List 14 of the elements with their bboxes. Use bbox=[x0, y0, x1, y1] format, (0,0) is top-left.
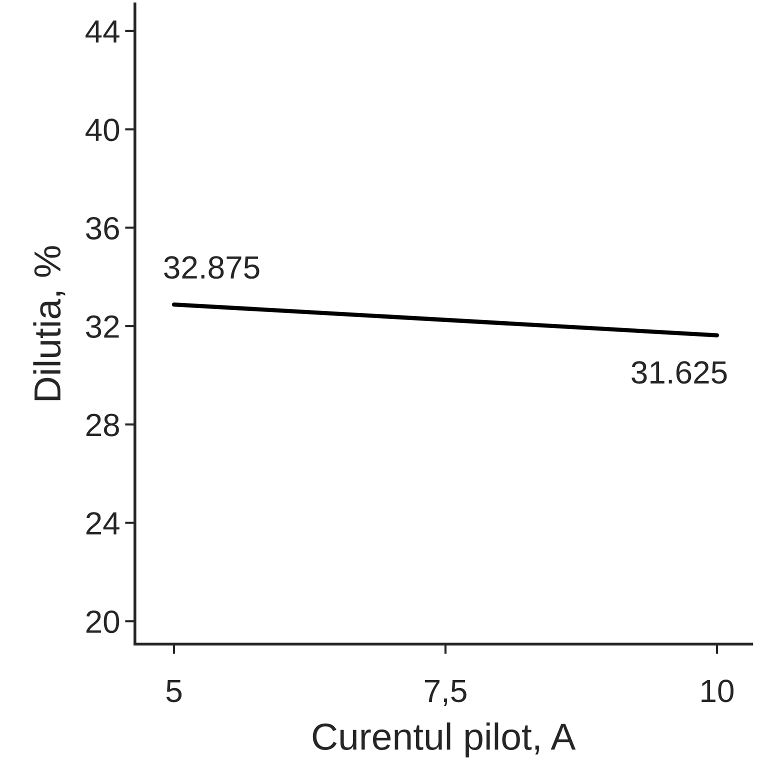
y-tick-label: 36 bbox=[86, 216, 119, 240]
y-tick-label: 24 bbox=[86, 512, 120, 534]
y-tick-label: 20 bbox=[86, 610, 120, 634]
y-tick-label: 28 bbox=[86, 414, 119, 436]
x-tick-label: 5 bbox=[166, 680, 182, 702]
data-label: 32.875 bbox=[164, 256, 260, 279]
y-tick-label: 32 bbox=[86, 315, 119, 338]
x-tick-label: 10 bbox=[702, 680, 734, 702]
data-label: 31.625 bbox=[632, 361, 727, 384]
y-axis-title: Dilutia, % bbox=[33, 246, 66, 400]
x-tick-label: 7,5 bbox=[424, 680, 466, 706]
y-tick-label: 40 bbox=[86, 118, 120, 142]
x-axis-title: Curentul pilot, A bbox=[312, 722, 576, 758]
y-tick-label: 44 bbox=[86, 20, 120, 43]
